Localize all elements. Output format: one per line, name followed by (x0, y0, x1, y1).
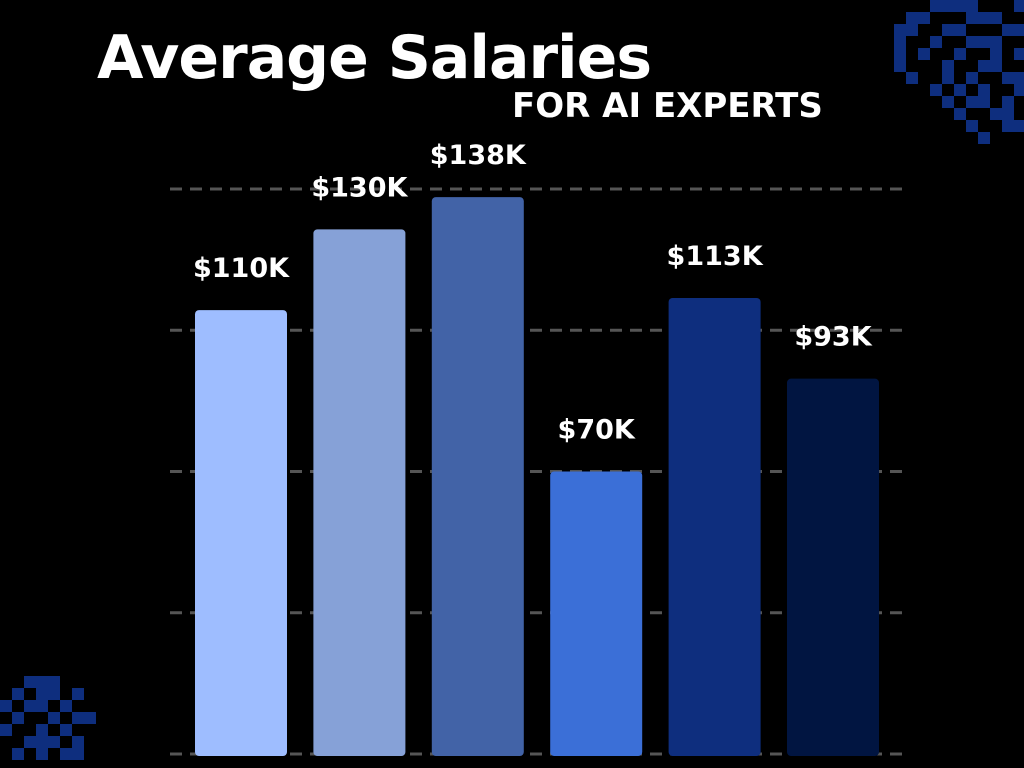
pixel-decoration (894, 48, 906, 60)
pixel-decoration (60, 700, 72, 712)
pixel-decoration (930, 36, 942, 48)
pixel-decoration (36, 688, 60, 700)
pixel-decoration (12, 712, 24, 724)
bar (313, 229, 406, 756)
pixel-pattern-decoration-bottom-left (0, 676, 96, 760)
pixel-decoration (12, 748, 24, 760)
chart-title: Average Salaries (97, 23, 652, 93)
pixel-decoration (0, 724, 12, 736)
pixel-decoration (0, 700, 12, 712)
pixel-decoration (906, 12, 930, 24)
pixel-decoration (954, 48, 966, 60)
bar (787, 378, 879, 756)
pixel-decoration (1002, 24, 1024, 36)
pixel-decoration (918, 48, 930, 60)
bar (195, 310, 287, 756)
pixel-decoration (894, 36, 906, 48)
pixel-decoration (978, 132, 990, 144)
pixel-decoration (24, 676, 60, 688)
pixel-decoration (36, 724, 48, 736)
bar-value-label: $93K (794, 322, 872, 353)
pixel-decoration (954, 108, 966, 120)
pixel-decoration (1002, 96, 1014, 108)
pixel-decoration (48, 712, 60, 724)
pixel-decoration (1002, 120, 1024, 132)
bar-value-label: $138K (430, 140, 527, 171)
pixel-decoration (72, 688, 84, 700)
bar-value-label: $70K (558, 415, 636, 446)
pixel-pattern-decoration-top-right (894, 0, 1024, 144)
pixel-decoration (954, 84, 966, 96)
pixel-decoration (942, 60, 954, 72)
pixel-decoration (1014, 84, 1024, 96)
pixel-decoration (966, 12, 1002, 24)
pixel-decoration (24, 736, 48, 748)
bar (431, 197, 524, 757)
pixel-decoration (990, 108, 1014, 120)
pixel-decoration (60, 748, 84, 760)
bar-value-label: $130K (311, 172, 408, 203)
pixel-decoration (24, 700, 48, 712)
chart-subtitle: FOR AI EXPERTS (512, 86, 823, 126)
pixel-decoration (906, 72, 918, 84)
pixel-decoration (942, 24, 966, 36)
pixel-decoration (894, 60, 906, 72)
pixel-decoration (1014, 0, 1024, 12)
pixel-decoration (72, 736, 84, 748)
pixel-decoration (942, 96, 954, 108)
bar-value-label: $113K (667, 241, 764, 272)
pixel-decoration (942, 72, 954, 84)
pixel-decoration (930, 0, 978, 12)
bar (550, 471, 643, 756)
pixel-decoration (966, 36, 1002, 48)
pixel-decoration (966, 72, 978, 84)
pixel-decoration (60, 724, 72, 736)
bar (668, 297, 761, 756)
pixel-decoration (36, 748, 48, 760)
bar-value-label: $110K (193, 253, 290, 284)
pixel-decoration (966, 120, 978, 132)
pixel-decoration (894, 24, 918, 36)
pixel-decoration (978, 84, 990, 96)
pixel-decoration (1002, 72, 1024, 84)
pixel-decoration (990, 48, 1002, 60)
pixel-decoration (12, 688, 24, 700)
pixel-decoration (1014, 48, 1024, 60)
pixel-decoration (930, 84, 942, 96)
pixel-decoration (966, 96, 990, 108)
pixel-decoration (72, 712, 96, 724)
pixel-decoration (978, 60, 1002, 72)
pixel-decoration (48, 736, 60, 748)
